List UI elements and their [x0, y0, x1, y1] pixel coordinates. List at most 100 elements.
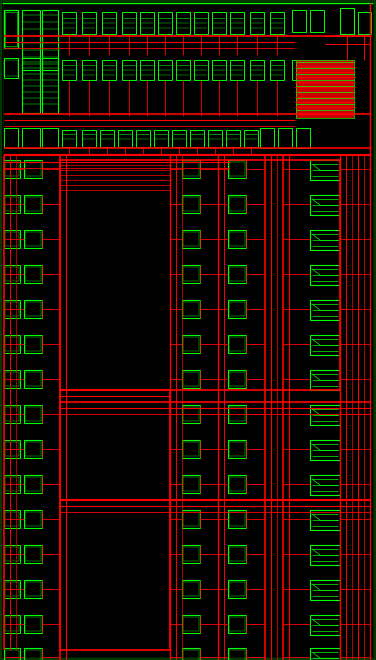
Bar: [212, 12, 226, 34]
Bar: [4, 510, 20, 528]
Bar: [42, 128, 58, 148]
Bar: [182, 160, 200, 178]
Bar: [228, 265, 246, 283]
Bar: [229, 337, 245, 351]
Bar: [310, 615, 340, 635]
Bar: [229, 197, 245, 211]
Bar: [182, 440, 200, 458]
Bar: [310, 580, 340, 600]
Bar: [310, 335, 340, 355]
Bar: [5, 650, 19, 660]
Bar: [182, 230, 200, 248]
Bar: [226, 130, 240, 147]
Bar: [42, 58, 58, 113]
Bar: [183, 302, 199, 316]
Bar: [24, 195, 42, 213]
Bar: [228, 615, 246, 633]
Bar: [183, 197, 199, 211]
Bar: [229, 232, 245, 246]
Bar: [122, 12, 136, 34]
Bar: [310, 230, 340, 250]
Bar: [24, 265, 42, 283]
Bar: [25, 232, 41, 246]
Bar: [25, 162, 41, 176]
Bar: [5, 337, 19, 351]
Bar: [194, 12, 208, 34]
Bar: [24, 580, 42, 598]
Bar: [260, 128, 274, 148]
Bar: [5, 512, 19, 526]
Bar: [244, 130, 258, 147]
Bar: [183, 477, 199, 491]
Bar: [4, 160, 20, 178]
Bar: [183, 512, 199, 526]
Bar: [154, 130, 168, 147]
Bar: [25, 547, 41, 561]
Bar: [22, 128, 40, 148]
Bar: [229, 512, 245, 526]
Bar: [182, 265, 200, 283]
Bar: [24, 615, 42, 633]
Bar: [310, 545, 340, 565]
Bar: [310, 10, 324, 32]
Bar: [140, 60, 154, 80]
Bar: [24, 230, 42, 248]
Bar: [310, 300, 340, 320]
Bar: [62, 130, 76, 147]
Bar: [228, 335, 246, 353]
Bar: [136, 130, 150, 147]
Bar: [24, 648, 42, 660]
Bar: [25, 617, 41, 631]
Bar: [25, 650, 41, 660]
Bar: [5, 12, 17, 46]
Bar: [5, 442, 19, 456]
Bar: [24, 510, 42, 528]
Bar: [172, 130, 186, 147]
Bar: [5, 197, 19, 211]
Bar: [229, 442, 245, 456]
Bar: [60, 390, 170, 650]
Bar: [292, 10, 306, 32]
Bar: [229, 407, 245, 421]
Bar: [100, 130, 114, 147]
Bar: [42, 10, 58, 70]
Bar: [4, 300, 20, 318]
Bar: [310, 160, 340, 180]
Bar: [278, 128, 292, 148]
Bar: [229, 477, 245, 491]
Bar: [5, 232, 19, 246]
Bar: [208, 130, 222, 147]
Bar: [182, 370, 200, 388]
Bar: [310, 510, 340, 530]
Bar: [228, 510, 246, 528]
Bar: [190, 130, 204, 147]
Bar: [140, 12, 154, 34]
Bar: [24, 300, 42, 318]
Bar: [270, 60, 284, 80]
Bar: [4, 128, 18, 148]
Bar: [60, 160, 340, 390]
Bar: [4, 60, 18, 76]
Bar: [310, 195, 340, 215]
Bar: [183, 337, 199, 351]
Bar: [4, 440, 20, 458]
Bar: [182, 545, 200, 563]
Bar: [183, 582, 199, 596]
Bar: [228, 160, 246, 178]
Bar: [228, 405, 246, 423]
Bar: [25, 267, 41, 281]
Bar: [25, 302, 41, 316]
Bar: [292, 60, 306, 80]
Bar: [4, 10, 18, 48]
Bar: [310, 405, 340, 425]
Bar: [4, 405, 20, 423]
Bar: [82, 12, 96, 34]
Bar: [5, 547, 19, 561]
Bar: [24, 370, 42, 388]
Bar: [183, 547, 199, 561]
Bar: [228, 300, 246, 318]
Bar: [228, 648, 246, 660]
Bar: [228, 195, 246, 213]
Bar: [182, 475, 200, 493]
Bar: [228, 545, 246, 563]
